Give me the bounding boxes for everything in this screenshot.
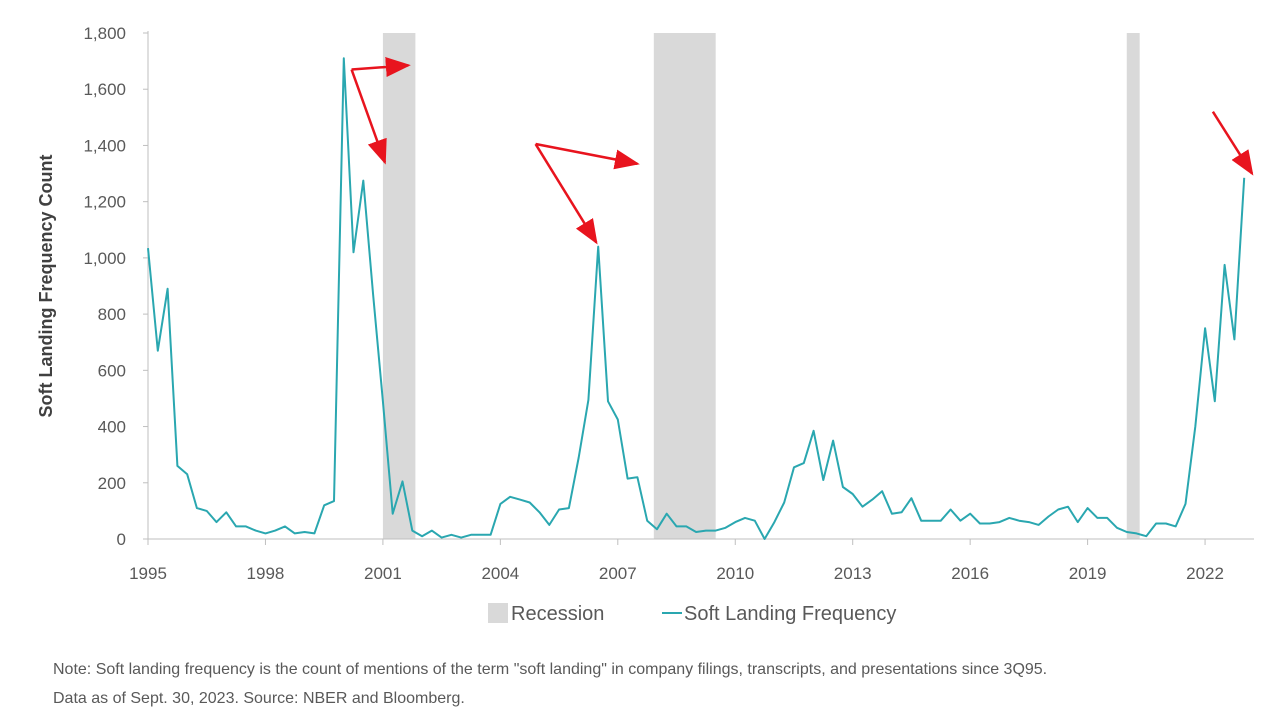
y-tick-label: 400 xyxy=(98,418,126,437)
annotation-arrow-2 xyxy=(350,69,387,165)
x-tick-label: 2013 xyxy=(834,564,872,583)
y-tick-label: 800 xyxy=(98,305,126,324)
axes xyxy=(147,31,1254,540)
legend: Recession Soft Landing Frequency xyxy=(488,603,896,625)
legend-recession-label: Recession xyxy=(511,603,604,625)
y-tick-label: 600 xyxy=(98,361,126,380)
x-tick-label: 2010 xyxy=(716,564,754,583)
x-tick-label: 2007 xyxy=(599,564,637,583)
x-tick-label: 1998 xyxy=(247,564,285,583)
chart-note: Note: Soft landing frequency is the coun… xyxy=(53,655,1273,713)
y-tick-label: 1,600 xyxy=(83,80,126,99)
annotation-arrow-3 xyxy=(535,142,640,170)
y-tick-label: 1,800 xyxy=(83,24,126,43)
x-tick-labels: 1995 1998 2001 2004 2007 2010 2013 2016 2019 2022 xyxy=(129,539,1224,583)
x-tick-label: 2019 xyxy=(1069,564,1107,583)
x-tick-label: 2001 xyxy=(364,564,402,583)
recession-band-2 xyxy=(653,33,716,539)
y-tick-label: 1,200 xyxy=(83,193,126,212)
annotation-arrows xyxy=(350,57,1254,245)
y-tick-label: 1,400 xyxy=(83,136,126,155)
recession-band-3 xyxy=(1126,33,1140,539)
legend-recession-swatch xyxy=(488,603,508,623)
annotation-arrow-4 xyxy=(534,143,598,245)
x-tick-label: 2016 xyxy=(951,564,989,583)
soft-landing-chart: 0 200 400 600 800 1,000 1,200 1,400 1,600 1,800 1… xyxy=(36,24,1254,625)
series-line-1 xyxy=(147,57,1246,540)
x-tick-label: 2004 xyxy=(481,564,519,583)
annotation-arrow-1 xyxy=(351,57,411,77)
note-line-1: Note: Soft landing frequency is the coun… xyxy=(53,661,1048,678)
note-line-2: Data as of Sept. 30, 2023. Source: NBER … xyxy=(53,690,465,707)
y-tick-label: 200 xyxy=(98,474,126,493)
series xyxy=(147,57,1246,540)
y-tick-labels: 0 200 400 600 800 1,000 1,200 1,400 1,600 1,800 xyxy=(83,24,148,549)
x-tick-label: 2022 xyxy=(1186,564,1224,583)
annotation-arrow-5 xyxy=(1211,111,1254,176)
legend-series-label: Soft Landing Frequency xyxy=(684,603,896,625)
y-tick-label: 1,000 xyxy=(83,249,126,268)
y-tick-label: 0 xyxy=(117,530,126,549)
x-tick-label: 1995 xyxy=(129,564,167,583)
recession-bands xyxy=(382,33,1140,539)
y-axis-label: Soft Landing Frequency Count xyxy=(36,155,56,418)
